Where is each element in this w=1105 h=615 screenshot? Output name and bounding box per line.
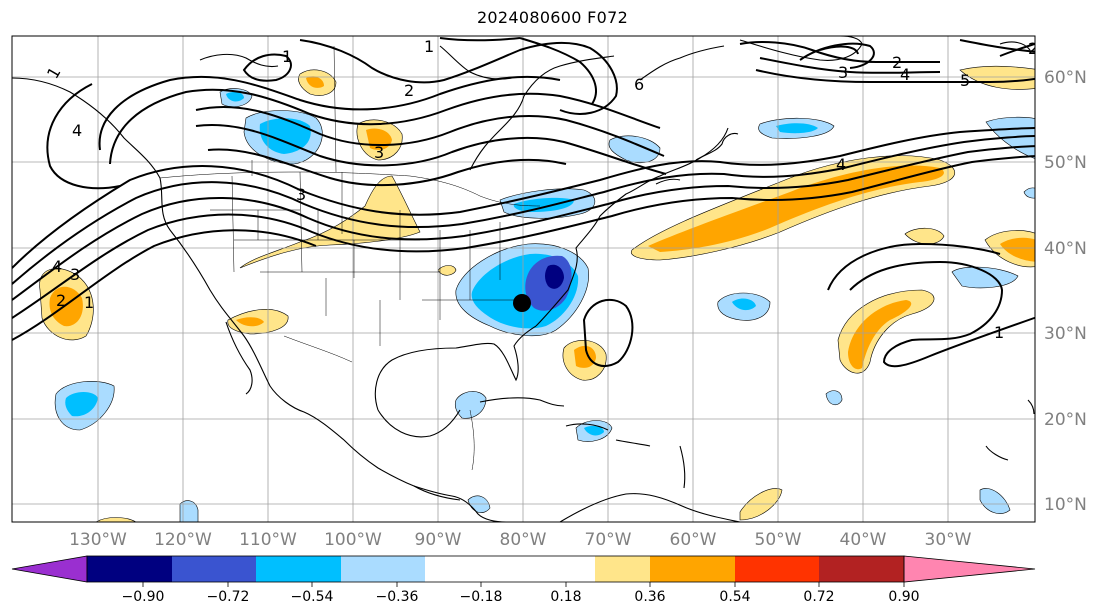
contour-label: 3 bbox=[70, 265, 80, 284]
contour-label: 5 bbox=[960, 71, 970, 90]
lat-label: 60°N bbox=[1044, 68, 1087, 88]
contour-label: 2 bbox=[56, 291, 66, 310]
lon-label: 30°W bbox=[925, 530, 972, 550]
colorbar-segment bbox=[87, 556, 172, 582]
contour-label: 4 bbox=[72, 121, 82, 140]
negative-anomaly-area bbox=[608, 135, 661, 163]
lat-label: 40°N bbox=[1044, 239, 1087, 259]
map-title: 2024080600 F072 bbox=[476, 8, 629, 27]
contour-label: 1 bbox=[994, 323, 1004, 342]
colorbar-segment bbox=[425, 556, 510, 582]
contour-lines bbox=[12, 37, 1035, 368]
negative-anomaly-mid bbox=[584, 425, 604, 436]
map-frame bbox=[11, 35, 1036, 523]
contour-label: 2 bbox=[1028, 39, 1038, 58]
positive-anomaly-core bbox=[49, 286, 83, 327]
positive-anomaly-area bbox=[437, 265, 457, 276]
colorbar-tick-label: 0.90 bbox=[888, 589, 919, 605]
positive-anomaly-core bbox=[574, 345, 596, 368]
location-marker bbox=[513, 294, 531, 312]
contour-labels: 1 3 2 1 4 3 2 1 2 4 3 2 4 5 6 3 4 1 1 bbox=[43, 37, 1038, 342]
political-borders bbox=[159, 45, 541, 471]
negative-anomaly-mid bbox=[732, 298, 756, 311]
colorbar-segment bbox=[595, 556, 650, 582]
lon-label: 90°W bbox=[415, 530, 462, 550]
lat-label: 50°N bbox=[1044, 153, 1087, 173]
positive-anomaly-core bbox=[306, 76, 324, 88]
colorbar-segment bbox=[735, 556, 819, 582]
lon-label: 80°W bbox=[500, 530, 547, 550]
negative-anomaly-area bbox=[1023, 187, 1035, 199]
negative-anomaly-area bbox=[951, 266, 1019, 289]
colorbar-segment bbox=[341, 556, 425, 582]
positive-anomaly-area bbox=[959, 65, 1035, 90]
colorbar-tick-label: −0.72 bbox=[207, 589, 250, 605]
colorbar-tick-label: −0.18 bbox=[460, 589, 503, 605]
contour-label: 2 bbox=[404, 81, 414, 100]
positive-anomaly-area bbox=[239, 175, 421, 269]
colorbar-segment bbox=[819, 556, 904, 582]
lon-label: 50°W bbox=[755, 530, 802, 550]
negative-anomaly-area bbox=[454, 391, 487, 419]
contour-label: 4 bbox=[52, 257, 62, 276]
lon-label: 40°W bbox=[840, 530, 887, 550]
colorbar: −0.90 −0.72 −0.54 −0.36 −0.18 0.18 0.36 … bbox=[11, 555, 1036, 605]
positive-anomaly-core bbox=[848, 300, 912, 370]
colorbar-tick-label: −0.36 bbox=[376, 589, 419, 605]
colorbar-tick-label: 0.36 bbox=[634, 589, 665, 605]
lat-label: 30°N bbox=[1044, 324, 1087, 344]
colorbar-segment bbox=[256, 556, 341, 582]
lon-label: 120°W bbox=[154, 530, 212, 550]
contour-label: 2 bbox=[892, 53, 902, 72]
lat-label: 10°N bbox=[1044, 495, 1087, 515]
colorbar-tick-label: 0.54 bbox=[719, 589, 750, 605]
negative-anomaly-mid bbox=[65, 392, 98, 417]
contour-label: 1 bbox=[424, 37, 434, 56]
colorbar-tick-label: −0.54 bbox=[291, 589, 334, 605]
contour-label: 4 bbox=[836, 155, 846, 174]
negative-anomaly-mid bbox=[259, 118, 311, 154]
colorbar-min-extend bbox=[11, 555, 88, 583]
negative-anomaly-mid bbox=[513, 197, 574, 212]
latitude-labels: 60°N 50°N 40°N 30°N 20°N 10°N bbox=[1044, 68, 1087, 515]
colorbar-segment bbox=[650, 556, 735, 582]
negative-anomaly-core bbox=[545, 264, 564, 289]
contour-label: 1 bbox=[282, 47, 292, 66]
negative-anomaly-mid bbox=[226, 91, 244, 102]
negative-anomaly-mid bbox=[776, 123, 818, 134]
contour-label: 3 bbox=[838, 63, 848, 82]
longitude-labels: 130°W 120°W 110°W 100°W 90°W 80°W 70°W 6… bbox=[69, 530, 972, 550]
colorbar-tick-label: 0.18 bbox=[550, 589, 581, 605]
contour-label: 4 bbox=[900, 65, 910, 84]
lon-label: 70°W bbox=[585, 530, 632, 550]
contour-label: 3 bbox=[374, 143, 384, 162]
lon-label: 110°W bbox=[239, 530, 297, 550]
lon-label: 100°W bbox=[324, 530, 382, 550]
coastlines bbox=[12, 36, 1035, 522]
contour-label: 3 bbox=[296, 185, 306, 204]
colorbar-max-extend bbox=[903, 555, 1036, 583]
negative-anomaly-area bbox=[979, 488, 1011, 514]
contour-label: 1 bbox=[84, 293, 94, 312]
colorbar-outline bbox=[86, 555, 905, 583]
negative-anomaly-area bbox=[825, 390, 843, 406]
lat-lon-gridlines bbox=[12, 36, 1035, 522]
positive-anomaly-core bbox=[1000, 237, 1035, 262]
colorbar-tick-label: 0.72 bbox=[803, 589, 834, 605]
lon-label: 60°W bbox=[670, 530, 717, 550]
lon-label: 130°W bbox=[69, 530, 127, 550]
contour-label: 6 bbox=[634, 75, 644, 94]
colorbar-segment bbox=[510, 556, 595, 582]
positive-anomaly-core bbox=[236, 317, 264, 327]
colorbar-tick-label: −0.90 bbox=[122, 589, 165, 605]
positive-anomaly-area bbox=[904, 227, 945, 245]
colorbar-segment bbox=[172, 556, 256, 582]
lat-label: 20°N bbox=[1044, 410, 1087, 430]
